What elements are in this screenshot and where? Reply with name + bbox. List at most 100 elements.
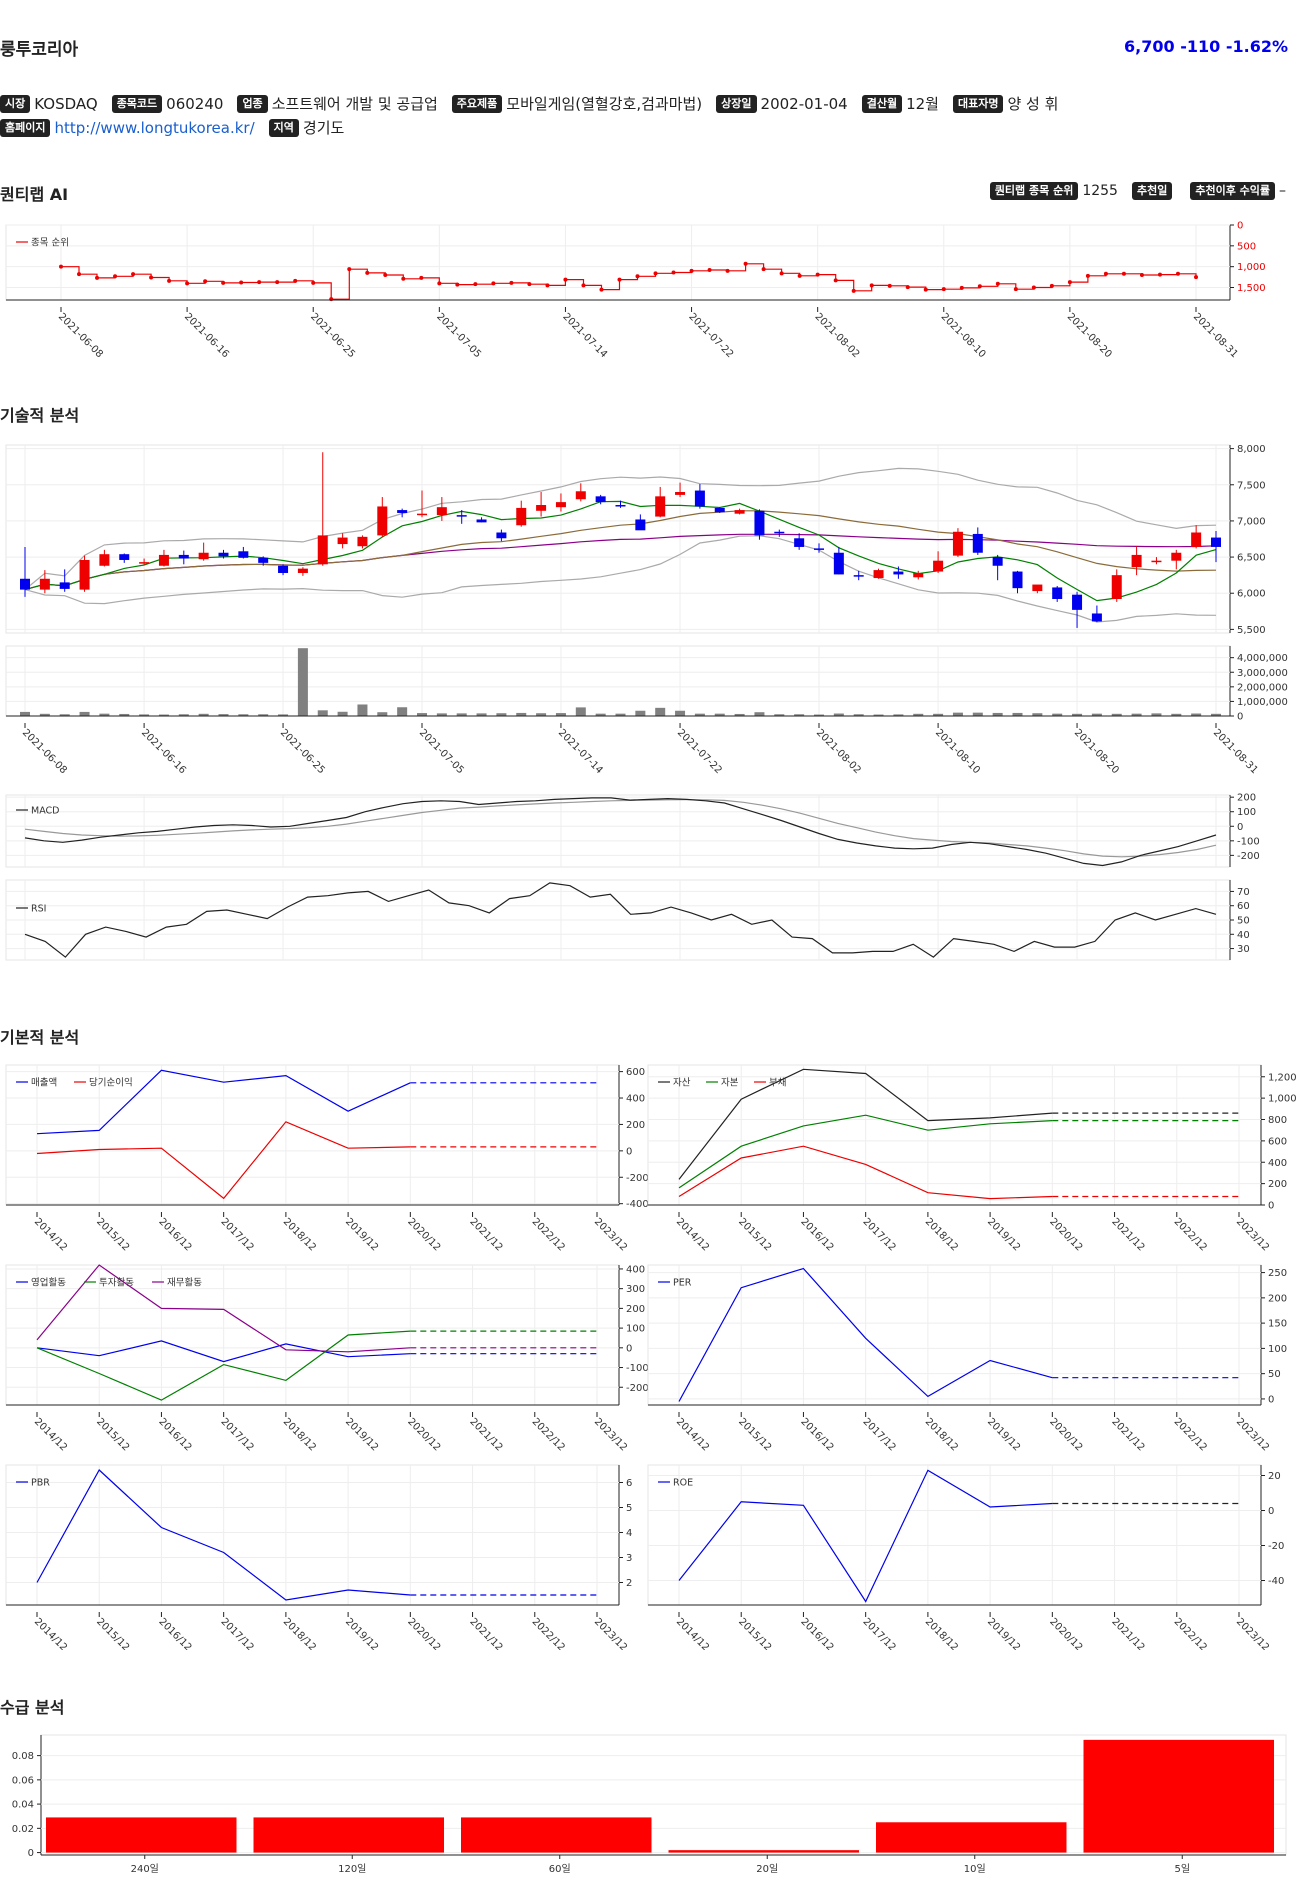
x-tick-label: 2021/12 <box>467 1216 504 1253</box>
x-tick-label: 2021-06-16 <box>139 727 188 776</box>
rank-point <box>77 272 82 277</box>
volume-bar <box>1111 713 1122 716</box>
legend-label: 영업활동 <box>31 1277 66 1289</box>
candle-body <box>278 565 289 573</box>
x-tick-label: 2023/12 <box>1234 1616 1271 1650</box>
y-tick-label: 200 <box>1268 1179 1287 1190</box>
candle-body <box>1091 613 1102 622</box>
x-tick-label: 2018/12 <box>281 1416 318 1453</box>
homepage-link[interactable]: http://www.longtukorea.kr/ <box>54 118 255 137</box>
rank-point <box>995 281 1000 286</box>
rank-point <box>689 268 694 273</box>
rank-point <box>1067 280 1072 285</box>
candle-body <box>555 502 566 508</box>
chart-panel: 0 500 1,000 1,500 종목 순위 2021-06-08 2021-06-16 2… <box>5 221 1266 360</box>
x-tick-label: 20일 <box>756 1863 778 1875</box>
x-tick-label: 2014/12 <box>32 1616 69 1650</box>
x-tick-label: 2015/12 <box>736 1416 773 1453</box>
x-tick-label: 2016/12 <box>156 1416 193 1453</box>
rank-point <box>725 268 730 273</box>
rank-point <box>185 281 190 286</box>
volume-bar <box>39 713 50 716</box>
product-value: 모바일게임(열혈강호,검과마법) <box>506 95 703 113</box>
y-tick-label: 0 <box>626 1146 632 1157</box>
series-line <box>678 1114 1053 1189</box>
rank-point <box>1085 273 1090 278</box>
series-line <box>36 1469 411 1601</box>
supply-chart: 0 0.02 0.04 0.06 0.08 240일 120일 60일 20일 10일 5일 <box>12 1734 1287 1875</box>
candle-body <box>357 536 368 547</box>
candle-body <box>1151 560 1162 563</box>
x-tick-label: 2021-06-08 <box>20 727 69 776</box>
y-tick-label: 60 <box>1237 901 1250 912</box>
candle-body <box>297 568 308 573</box>
rank-point <box>1139 273 1144 277</box>
rank-point <box>941 287 946 292</box>
series-line <box>678 1267 1053 1402</box>
plot-area <box>5 1464 620 1606</box>
company-info-line-1: 시장 KOSDAQ 종목코드 060240 업종 소프트웨어 개발 및 공급업 … <box>0 93 1072 114</box>
volume-bar <box>1191 713 1202 716</box>
industry-value: 소프트웨어 개발 및 공급업 <box>271 95 438 113</box>
x-tick-label: 2018/12 <box>281 1216 318 1253</box>
x-tick-label: 2023/12 <box>1234 1416 1271 1453</box>
candle-body <box>1131 554 1142 568</box>
x-tick-label: 2023/12 <box>592 1216 629 1253</box>
legend-label: ROE <box>673 1478 693 1489</box>
homepage-badge: 홈페이지 <box>0 118 51 137</box>
fiscal-badge: 결산월 <box>861 94 903 113</box>
chart-panel: -200 -100 0 100 200 MACD <box>5 793 1260 868</box>
y-tick-label: -200 <box>626 1383 649 1394</box>
fiscal-value: 12월 <box>906 95 939 113</box>
y-tick-label: 40 <box>1237 930 1250 941</box>
volume-bar <box>1032 713 1043 716</box>
volume-bar <box>1012 712 1023 716</box>
series-line <box>36 1340 411 1363</box>
rec-return-badge: 추천이후 수익률 <box>1190 182 1275 200</box>
rank-point <box>869 283 874 288</box>
candle-body <box>20 578 30 590</box>
series-line <box>678 1145 1053 1200</box>
candle-body <box>814 548 824 550</box>
volume-bar <box>675 710 686 716</box>
volume-bar <box>774 714 785 716</box>
x-tick-label: 2022/12 <box>530 1216 567 1253</box>
chart-panel: 0 50 100 150 200 250 PER 2014/12 2015/12 2016/12 2… <box>647 1264 1287 1453</box>
volume-bar <box>555 713 566 716</box>
x-tick-label: 2021-06-25 <box>308 311 357 360</box>
volume-bar <box>754 712 765 716</box>
x-tick-label: 2021-08-20 <box>1072 727 1121 776</box>
rank-point <box>473 282 478 287</box>
x-tick-label: 2022/12 <box>530 1616 567 1650</box>
chart-panel: 0 200 400 600 800 1,000 1,200 자산 자본 부채 2014/12 2015… <box>647 1064 1296 1253</box>
plot-area <box>5 224 1231 301</box>
y-tick-label: -400 <box>626 1199 649 1210</box>
rank-point <box>1013 287 1018 292</box>
x-tick-label: 2014/12 <box>674 1416 711 1453</box>
rank-point <box>167 278 172 283</box>
x-tick-label: 2023/12 <box>592 1416 629 1453</box>
x-tick-label: 2016/12 <box>156 1216 193 1253</box>
y-tick-label: 3 <box>626 1553 632 1564</box>
volume-bar <box>853 714 864 716</box>
rank-point <box>1103 271 1108 276</box>
volume-bar <box>655 707 666 716</box>
y-tick-label: 0 <box>1268 1506 1274 1517</box>
supply-section-title: 수급 분석 <box>0 1698 65 1717</box>
y-tick-label: 6,000 <box>1237 589 1266 600</box>
plot-area <box>647 1064 1262 1206</box>
x-tick-label: 2021-07-14 <box>556 727 605 776</box>
rank-point <box>1194 275 1198 280</box>
volume-bar <box>317 710 328 716</box>
candle-body <box>456 515 467 517</box>
chart-panel: 5,500 6,000 6,500 7,000 7,500 8,000 <box>5 444 1266 636</box>
rank-point <box>401 276 406 281</box>
volume-bar <box>933 713 944 716</box>
volume-bar <box>1091 713 1102 716</box>
x-tick-label: 2019/12 <box>343 1616 380 1650</box>
volume-bar <box>456 713 467 716</box>
x-tick-label: 2017/12 <box>861 1616 898 1650</box>
chart-panel: -40 -20 0 20 ROE 2014/12 2015/12 2016/12 2017/12… <box>647 1464 1284 1650</box>
candle-body <box>238 551 249 558</box>
